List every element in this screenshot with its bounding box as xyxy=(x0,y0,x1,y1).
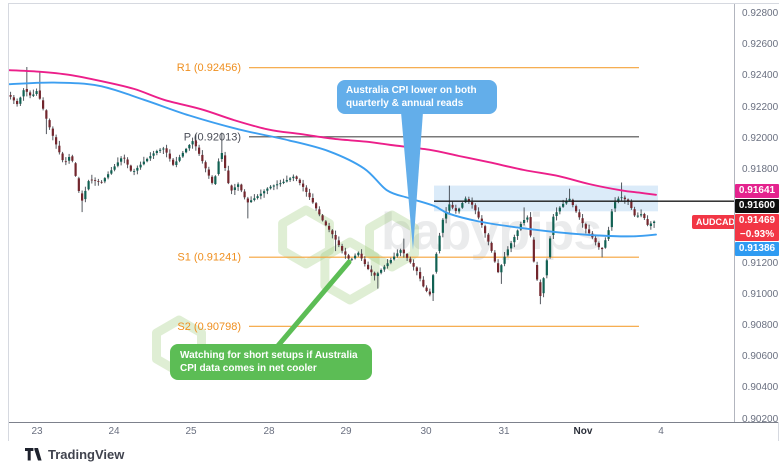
time-label-28: 28 xyxy=(263,426,275,437)
price-tick: 0.91800 xyxy=(742,164,779,175)
pivot-label-P: P (0.92013) xyxy=(184,131,241,143)
price-tick: 0.90200 xyxy=(742,414,779,422)
pivot-label-S1: S1 (0.91241) xyxy=(177,252,241,264)
price-tick: 0.91200 xyxy=(742,258,779,269)
tradingview-attribution[interactable]: TradingView xyxy=(25,447,124,462)
chart-plot-area[interactable]: babypips R1 (0.92456) P (0.92013) S1 (0.91… xyxy=(9,4,734,422)
tradingview-label: TradingView xyxy=(48,447,125,462)
price-tick: 0.92600 xyxy=(742,39,779,50)
price-tag-last-price: 0.91469 −0.93% xyxy=(735,214,779,241)
annotation-cpi-news[interactable]: Australia CPI lower on both quarterly & … xyxy=(337,80,497,114)
price-axis[interactable]: 0.92800 0.92600 0.92400 0.92200 0.92000 0.918… xyxy=(734,4,779,422)
trade-idea-callout-tail xyxy=(273,259,352,351)
price-tick: 0.90600 xyxy=(742,351,779,362)
pivot-label-S2: S2 (0.90798) xyxy=(177,321,241,333)
price-tick: 0.92200 xyxy=(742,102,779,113)
price-tick: 0.92000 xyxy=(742,133,779,144)
time-label-4: 4 xyxy=(658,426,664,437)
price-tick: 0.90400 xyxy=(742,382,779,393)
price-tag-hline-value: 0.91600 xyxy=(735,199,779,213)
chart-frame: babypips R1 (0.92456) P (0.92013) S1 (0.91… xyxy=(8,3,779,441)
time-label-29: 29 xyxy=(340,426,352,437)
time-label-23: 23 xyxy=(31,426,43,437)
time-label-24: 24 xyxy=(108,426,120,437)
tradingview-logo-icon xyxy=(25,448,42,461)
time-label-Nov: Nov xyxy=(573,426,593,437)
symbol-badge: AUDCAD xyxy=(692,215,734,229)
fast-ma-line[interactable] xyxy=(9,81,657,238)
time-label-31: 31 xyxy=(498,426,510,437)
annotation-trade-idea[interactable]: Watching for short setups if Australia C… xyxy=(170,344,372,380)
price-tick: 0.90800 xyxy=(742,320,779,331)
price-tick: 0.91000 xyxy=(742,289,779,300)
time-label-25: 25 xyxy=(185,426,197,437)
price-chart-svg[interactable]: R1 (0.92456) P (0.92013) S1 (0.91241) S2 (0… xyxy=(9,4,734,422)
price-tag-ma-slow-value: 0.91641 xyxy=(735,184,779,198)
pivot-label-R1: R1 (0.92456) xyxy=(177,62,241,74)
price-tag-ma-fast-value: 0.91386 xyxy=(735,242,779,256)
slow-ma-line[interactable] xyxy=(9,69,657,196)
time-axis[interactable]: 23 24 25 28 29 30 31 Nov 4 xyxy=(9,422,778,441)
cpi-callout-tail xyxy=(401,112,423,250)
price-tick: 0.92400 xyxy=(742,70,779,81)
price-tick: 0.92800 xyxy=(742,8,779,19)
candlesticks xyxy=(9,67,656,305)
time-label-30: 30 xyxy=(420,426,432,437)
